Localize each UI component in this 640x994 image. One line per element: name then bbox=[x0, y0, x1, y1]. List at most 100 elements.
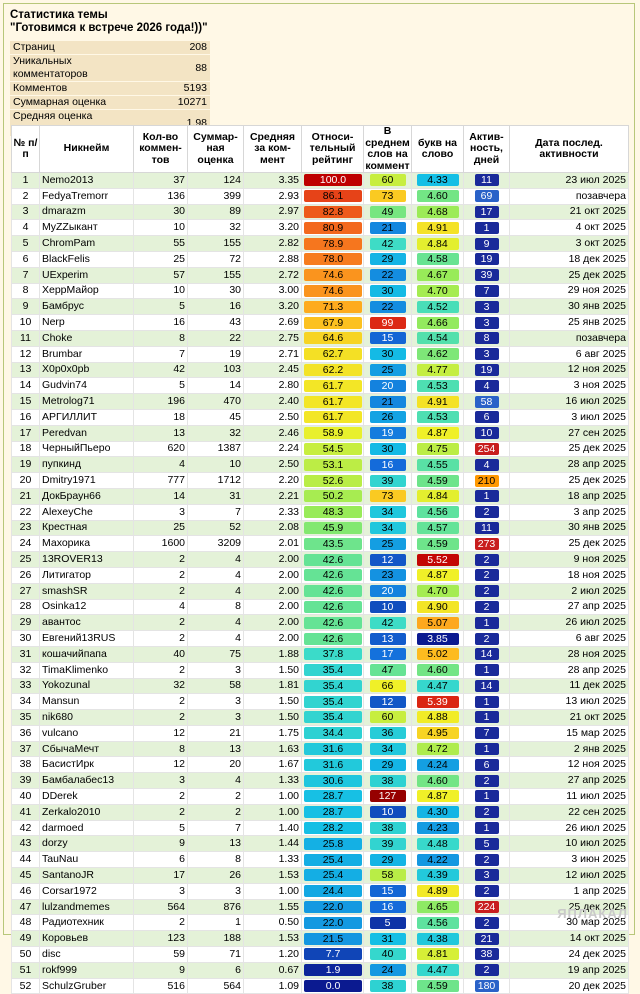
letters-per-word: 4.53 bbox=[411, 377, 464, 395]
average-score: 1.44 bbox=[243, 835, 302, 853]
nickname[interactable]: Nemo2013 bbox=[39, 172, 134, 189]
words-per-comment-badge: 38 bbox=[369, 822, 406, 835]
nickname[interactable]: AlexeyChe bbox=[39, 503, 134, 521]
table-header-row: № п/п Никнейм Кол-во коммен-тов Суммар-ная … bbox=[11, 125, 629, 173]
relative-rating-badge: 48.3 bbox=[304, 506, 362, 519]
nickname[interactable]: Dmitry1971 bbox=[39, 472, 134, 489]
column-header[interactable]: Дата послед. активности bbox=[509, 125, 629, 173]
nickname[interactable]: ChromPam bbox=[39, 235, 134, 252]
words-per-comment: 26 bbox=[363, 408, 412, 426]
words-per-comment: 22 bbox=[363, 298, 412, 316]
nickname[interactable]: СбычаМечт bbox=[39, 740, 134, 758]
relative-rating: 42.6 bbox=[301, 630, 364, 647]
nickname[interactable]: Бамбрус bbox=[39, 298, 134, 316]
nickname[interactable]: darmoed bbox=[39, 819, 134, 837]
column-header[interactable]: Никнейм bbox=[39, 125, 134, 173]
activity-days-badge: 1 bbox=[474, 616, 499, 629]
comment-count: 136 bbox=[133, 187, 188, 205]
row-number: 14 bbox=[11, 377, 40, 395]
nickname[interactable]: ХеррМайор bbox=[39, 282, 134, 300]
nickname[interactable]: Nerp bbox=[39, 314, 134, 331]
nickname[interactable]: Zerkalo2010 bbox=[39, 803, 134, 821]
nickname[interactable]: SchulzGruber bbox=[39, 977, 134, 994]
activity-days: 58 bbox=[463, 393, 510, 410]
nickname[interactable]: vulcano bbox=[39, 724, 134, 742]
words-per-comment: 49 bbox=[363, 203, 412, 221]
nickname[interactable]: БасистИрк bbox=[39, 756, 134, 774]
nickname[interactable]: Бамбалабес13 bbox=[39, 772, 134, 790]
words-per-comment-badge: 17 bbox=[369, 648, 406, 661]
relative-rating: 61.7 bbox=[301, 393, 364, 410]
words-per-comment: 58 bbox=[363, 867, 412, 884]
nickname[interactable]: Peredvan bbox=[39, 424, 134, 442]
nickname[interactable]: Махорика bbox=[39, 535, 134, 553]
nickname[interactable]: BlackFelis bbox=[39, 250, 134, 268]
words-per-comment-badge: 23 bbox=[369, 569, 406, 582]
nickname[interactable]: Yokozunal bbox=[39, 677, 134, 695]
activity-days: 7 bbox=[463, 724, 510, 742]
nickname[interactable]: MyZZыкант bbox=[39, 219, 134, 237]
nickname[interactable]: Metrolog71 bbox=[39, 393, 134, 410]
column-header[interactable]: Средняя за ком-мент bbox=[243, 125, 302, 173]
total-score: 1712 bbox=[187, 472, 244, 489]
nickname[interactable]: пупкинд bbox=[39, 456, 134, 474]
relative-rating: 31.6 bbox=[301, 740, 364, 758]
words-per-comment: 42 bbox=[363, 235, 412, 252]
words-per-comment-badge: 34 bbox=[369, 521, 406, 534]
words-per-comment-badge: 15 bbox=[369, 885, 406, 898]
nickname[interactable]: smashSR bbox=[39, 582, 134, 600]
letters-per-word-badge: 4.22 bbox=[416, 853, 459, 866]
average-score: 2.00 bbox=[243, 630, 302, 647]
nickname[interactable]: Mansun bbox=[39, 693, 134, 711]
nickname[interactable]: Крестная bbox=[39, 519, 134, 537]
nickname[interactable]: Литигатор bbox=[39, 566, 134, 584]
nickname[interactable]: Евгений13RUS bbox=[39, 630, 134, 647]
nickname[interactable]: dorzy bbox=[39, 835, 134, 853]
nickname[interactable]: rokf999 bbox=[39, 961, 134, 979]
column-header[interactable]: Кол-во коммен-тов bbox=[133, 125, 188, 173]
column-header[interactable]: букв на слово bbox=[411, 125, 464, 173]
nickname[interactable]: Osinka12 bbox=[39, 598, 134, 616]
activity-days-badge: 6 bbox=[474, 411, 499, 424]
nickname[interactable]: UExperim bbox=[39, 266, 134, 284]
relative-rating-badge: 74.6 bbox=[304, 269, 362, 282]
activity-days-badge: 6 bbox=[474, 758, 499, 771]
letters-per-word-badge: 4.30 bbox=[416, 806, 459, 819]
column-header[interactable]: Актив-ность, дней bbox=[463, 125, 510, 173]
nickname[interactable]: TauNau bbox=[39, 851, 134, 869]
last-activity-date: 3 ноя 2025 bbox=[509, 377, 629, 395]
column-header[interactable]: № п/п bbox=[11, 125, 40, 173]
last-activity-date: 25 дек 2025 bbox=[509, 535, 629, 553]
nickname[interactable]: ЧерныйПьеро bbox=[39, 440, 134, 458]
nickname[interactable]: X0p0x0pb bbox=[39, 361, 134, 379]
nickname[interactable]: Gudvin74 bbox=[39, 377, 134, 395]
relative-rating-badge: 53.1 bbox=[304, 458, 362, 471]
nickname[interactable]: авантос bbox=[39, 614, 134, 632]
nickname[interactable]: FedyaTremorr bbox=[39, 187, 134, 205]
nickname[interactable]: DDerek bbox=[39, 788, 134, 805]
nickname[interactable]: lulzandmemes bbox=[39, 898, 134, 916]
nickname[interactable]: SantanoJR bbox=[39, 867, 134, 884]
nickname[interactable]: ДокБраун66 bbox=[39, 487, 134, 505]
nickname[interactable]: disc bbox=[39, 946, 134, 963]
nickname[interactable]: кошачийпапа bbox=[39, 645, 134, 663]
nickname[interactable]: Choke bbox=[39, 329, 134, 347]
nickname[interactable]: Радиотехник bbox=[39, 914, 134, 932]
words-per-comment: 5 bbox=[363, 914, 412, 932]
nickname[interactable]: Brumbar bbox=[39, 345, 134, 363]
letters-per-word: 5.52 bbox=[411, 551, 464, 568]
column-header[interactable]: Относи-тельный рейтинг bbox=[301, 125, 364, 173]
nickname[interactable]: Corsar1972 bbox=[39, 882, 134, 900]
nickname[interactable]: TimaKlimenko bbox=[39, 661, 134, 679]
comment-count: 9 bbox=[133, 961, 188, 979]
nickname[interactable]: АРГИЛЛИТ bbox=[39, 408, 134, 426]
nickname[interactable]: dmarazm bbox=[39, 203, 134, 221]
column-header[interactable]: Суммар-ная оценка bbox=[187, 125, 244, 173]
relative-rating: 35.4 bbox=[301, 677, 364, 695]
column-header[interactable]: В среднем слов на коммент bbox=[363, 125, 412, 173]
nickname[interactable]: 13ROVER13 bbox=[39, 551, 134, 568]
letters-per-word-badge: 4.47 bbox=[416, 964, 459, 977]
words-per-comment: 13 bbox=[363, 630, 412, 647]
letters-per-word-badge: 5.39 bbox=[416, 695, 459, 708]
nickname[interactable]: nik680 bbox=[39, 709, 134, 726]
